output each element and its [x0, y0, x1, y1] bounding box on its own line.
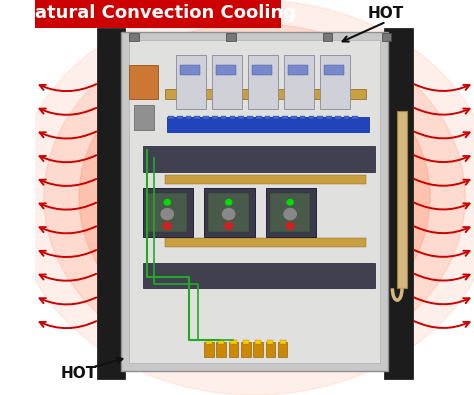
Bar [211, 55, 242, 109]
Bar [255, 340, 261, 344]
Bar [177, 116, 182, 118]
Bar [397, 111, 407, 288]
Text: HOT: HOT [61, 366, 97, 381]
Bar [129, 40, 380, 363]
Bar [264, 116, 270, 118]
Bar [282, 116, 288, 118]
Text: HOT: HOT [368, 6, 404, 21]
Bar [283, 55, 314, 109]
Bar [206, 340, 212, 344]
Bar [134, 105, 154, 130]
Bar [280, 340, 286, 344]
Bar [243, 340, 249, 344]
Bar [147, 193, 187, 232]
Bar [204, 342, 214, 357]
Bar [323, 33, 332, 41]
Bar [317, 116, 323, 118]
Bar [209, 193, 249, 232]
Ellipse shape [79, 47, 430, 348]
Bar [143, 146, 375, 172]
Circle shape [286, 222, 294, 229]
Bar [180, 65, 200, 75]
Bar [204, 188, 255, 237]
Ellipse shape [13, 0, 474, 395]
Circle shape [161, 209, 173, 220]
Bar [226, 33, 236, 41]
Bar [97, 28, 125, 379]
Bar [186, 116, 191, 118]
Bar [335, 116, 341, 118]
Ellipse shape [114, 79, 395, 316]
Bar [300, 116, 305, 118]
Bar [278, 342, 288, 357]
Bar [382, 33, 392, 41]
Bar [230, 340, 237, 344]
Circle shape [222, 209, 235, 220]
Bar [353, 116, 358, 118]
Bar [217, 342, 226, 357]
Ellipse shape [44, 24, 465, 371]
Bar [265, 188, 316, 237]
Bar [164, 175, 366, 184]
Bar [324, 65, 344, 75]
Bar [143, 188, 193, 237]
Bar [129, 65, 158, 99]
Text: Natural Convection Cooling: Natural Convection Cooling [20, 4, 296, 23]
Bar [175, 55, 206, 109]
Bar [309, 116, 314, 118]
Circle shape [164, 199, 170, 205]
Bar [228, 342, 238, 357]
Bar [247, 55, 278, 109]
Bar [229, 116, 235, 118]
Bar [253, 342, 263, 357]
Bar [238, 116, 244, 118]
Circle shape [287, 199, 293, 205]
Bar [129, 33, 139, 41]
Bar [326, 116, 332, 118]
Bar [267, 340, 273, 344]
Bar [288, 65, 308, 75]
Bar [216, 65, 236, 75]
Bar [121, 32, 388, 371]
Bar [291, 116, 297, 118]
Bar [203, 116, 209, 118]
FancyBboxPatch shape [35, 0, 281, 28]
Bar [256, 116, 262, 118]
Bar [247, 116, 253, 118]
Bar [265, 342, 275, 357]
Bar [218, 340, 224, 344]
Bar [167, 117, 369, 132]
Bar [344, 116, 349, 118]
Bar [241, 342, 251, 357]
Bar [143, 263, 375, 288]
Bar [319, 55, 350, 109]
Circle shape [226, 199, 232, 205]
Bar [168, 116, 174, 118]
Bar [384, 28, 412, 379]
Bar [164, 238, 366, 247]
Circle shape [225, 222, 233, 229]
Bar [194, 116, 200, 118]
Bar [164, 89, 366, 99]
Bar [273, 116, 279, 118]
Circle shape [163, 222, 171, 229]
Bar [252, 65, 272, 75]
Circle shape [284, 209, 296, 220]
Bar [212, 116, 218, 118]
Bar [270, 193, 310, 232]
Bar [221, 116, 227, 118]
